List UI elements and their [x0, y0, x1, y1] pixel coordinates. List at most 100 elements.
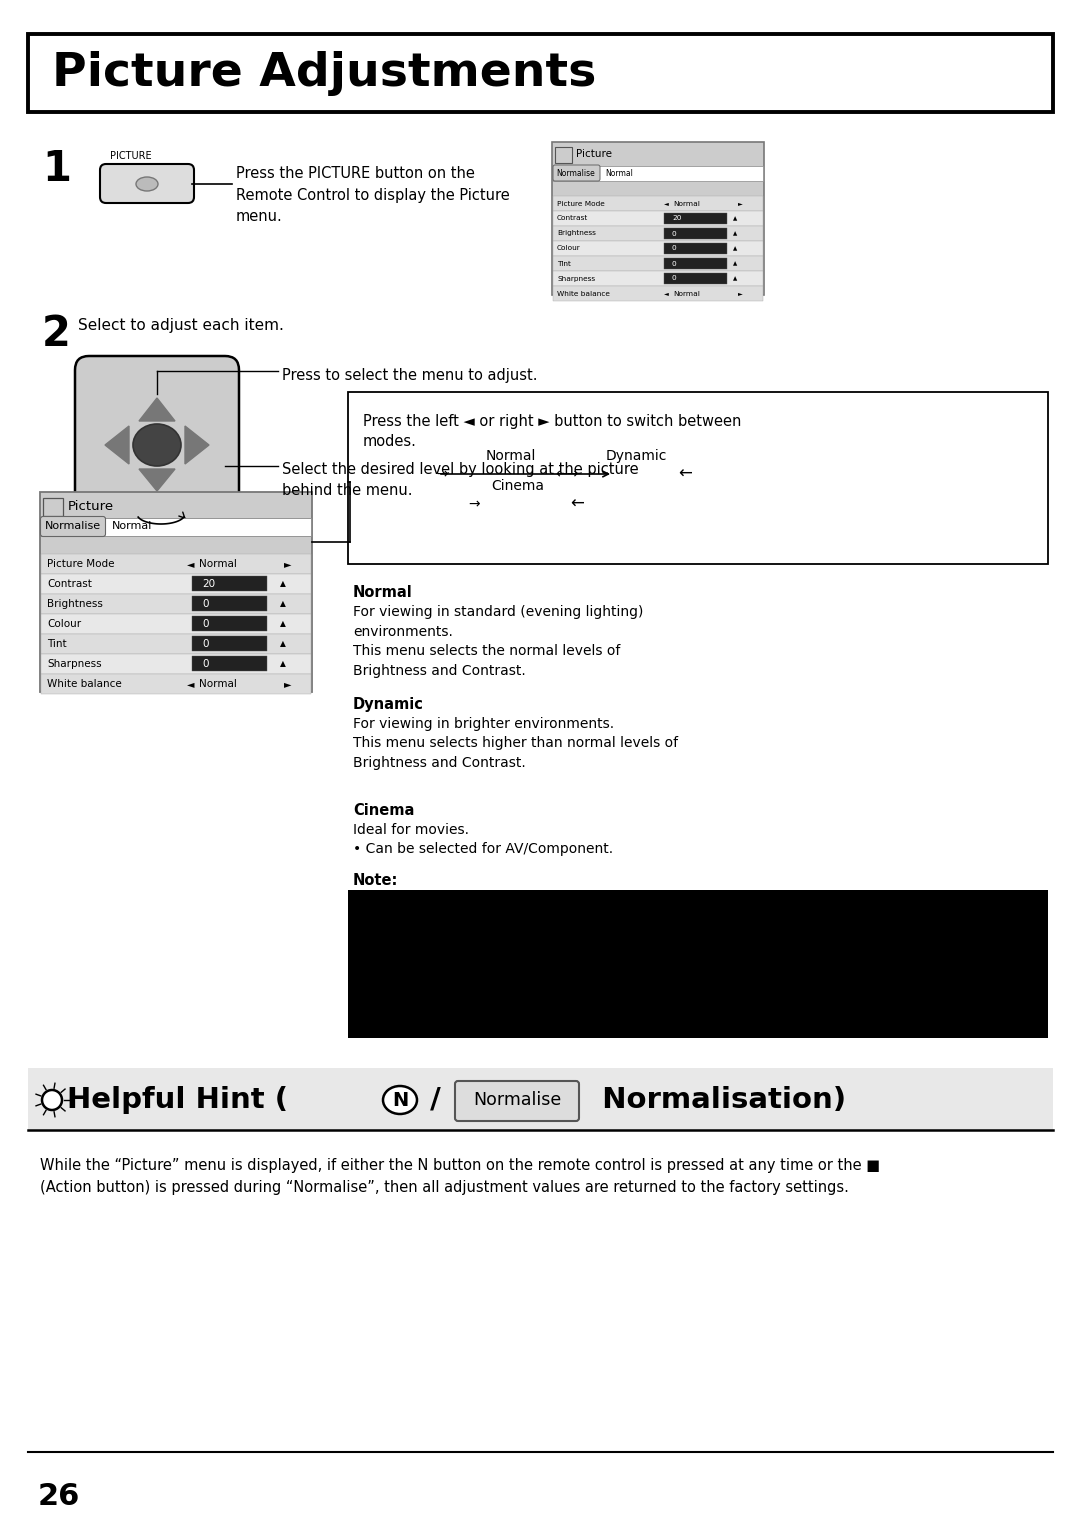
- Text: ►: ►: [738, 290, 743, 296]
- Text: ▲: ▲: [733, 246, 738, 251]
- Text: ◄: ◄: [664, 290, 669, 296]
- FancyBboxPatch shape: [28, 1068, 1053, 1131]
- FancyBboxPatch shape: [664, 228, 727, 238]
- Ellipse shape: [136, 177, 158, 191]
- FancyBboxPatch shape: [664, 274, 727, 284]
- Text: Dynamic: Dynamic: [353, 697, 423, 712]
- Text: 0: 0: [672, 260, 677, 266]
- Text: ▲: ▲: [280, 660, 286, 669]
- FancyBboxPatch shape: [553, 241, 762, 257]
- FancyBboxPatch shape: [41, 634, 311, 654]
- FancyBboxPatch shape: [553, 257, 762, 270]
- Text: ◄: ◄: [187, 559, 194, 568]
- Text: Normal: Normal: [673, 290, 700, 296]
- FancyBboxPatch shape: [553, 226, 762, 241]
- Text: ▲: ▲: [733, 215, 738, 222]
- Text: Normalise: Normalise: [556, 168, 595, 177]
- Text: Sharpness: Sharpness: [48, 659, 102, 669]
- Text: Dynamic: Dynamic: [606, 449, 667, 463]
- Text: 20: 20: [672, 215, 681, 222]
- Text: Brightness: Brightness: [48, 599, 103, 610]
- Text: Normal: Normal: [353, 585, 413, 601]
- Text: For viewing in brighter environments.
This menu selects higher than normal level: For viewing in brighter environments. Th…: [353, 717, 678, 770]
- Text: ►: ►: [738, 202, 743, 206]
- Polygon shape: [139, 469, 175, 490]
- Text: Press to select the menu to adjust.: Press to select the menu to adjust.: [282, 368, 538, 384]
- Text: 0: 0: [672, 231, 677, 237]
- FancyBboxPatch shape: [555, 147, 572, 163]
- FancyBboxPatch shape: [664, 243, 727, 254]
- Ellipse shape: [42, 1089, 62, 1109]
- FancyBboxPatch shape: [75, 356, 239, 532]
- Text: 26: 26: [38, 1482, 80, 1511]
- Text: Normal: Normal: [673, 200, 700, 206]
- Text: ←: ←: [678, 465, 692, 483]
- Text: Helpful Hint (: Helpful Hint (: [67, 1086, 288, 1114]
- Text: Colour: Colour: [557, 246, 581, 252]
- FancyBboxPatch shape: [552, 142, 764, 295]
- Text: ◄: ◄: [664, 202, 669, 206]
- Text: Note:: Note:: [353, 872, 399, 888]
- FancyBboxPatch shape: [43, 498, 63, 516]
- Text: Normalise: Normalise: [45, 521, 102, 532]
- Text: ▲: ▲: [733, 277, 738, 281]
- Text: 0: 0: [202, 599, 208, 610]
- FancyBboxPatch shape: [553, 211, 762, 226]
- FancyBboxPatch shape: [41, 575, 311, 594]
- FancyBboxPatch shape: [41, 516, 106, 536]
- Polygon shape: [185, 426, 210, 465]
- Text: Picture Mode: Picture Mode: [557, 200, 605, 206]
- Text: Normal: Normal: [199, 559, 237, 568]
- FancyBboxPatch shape: [41, 518, 311, 536]
- Text: ▲: ▲: [733, 261, 738, 266]
- Text: Contrast: Contrast: [48, 579, 92, 588]
- Text: modes.: modes.: [363, 434, 417, 449]
- FancyBboxPatch shape: [664, 258, 727, 269]
- Text: Tint: Tint: [557, 260, 571, 266]
- FancyBboxPatch shape: [28, 34, 1053, 112]
- Text: ◄: ◄: [187, 678, 194, 689]
- FancyBboxPatch shape: [40, 492, 312, 692]
- Text: ▲: ▲: [280, 599, 286, 608]
- FancyBboxPatch shape: [192, 616, 267, 631]
- FancyBboxPatch shape: [553, 196, 762, 211]
- FancyBboxPatch shape: [192, 636, 267, 651]
- Text: ▲: ▲: [733, 231, 738, 235]
- Text: ▲: ▲: [280, 640, 286, 648]
- FancyBboxPatch shape: [348, 393, 1048, 564]
- FancyBboxPatch shape: [41, 674, 311, 694]
- Text: PICTURE: PICTURE: [110, 151, 151, 160]
- Text: Picture Mode: Picture Mode: [48, 559, 114, 568]
- Text: ►: ►: [284, 678, 292, 689]
- Text: 2: 2: [42, 313, 71, 354]
- FancyBboxPatch shape: [41, 555, 311, 575]
- FancyBboxPatch shape: [553, 270, 762, 286]
- Text: ▲: ▲: [280, 619, 286, 628]
- Text: Normal: Normal: [112, 521, 152, 532]
- FancyBboxPatch shape: [553, 165, 600, 180]
- Text: White balance: White balance: [557, 290, 610, 296]
- Text: Normal: Normal: [486, 449, 537, 463]
- Polygon shape: [139, 397, 175, 422]
- Text: Select the desired level by looking at the picture
behind the menu.: Select the desired level by looking at t…: [282, 461, 638, 498]
- Text: /: /: [420, 1086, 441, 1114]
- Text: 0: 0: [202, 659, 208, 669]
- Ellipse shape: [133, 423, 181, 466]
- Text: Sharpness: Sharpness: [557, 275, 595, 281]
- FancyBboxPatch shape: [553, 286, 762, 301]
- FancyBboxPatch shape: [41, 654, 311, 674]
- Text: If you would like to change the picture and colour of
the selected Picture menu : If you would like to change the picture …: [353, 892, 719, 946]
- Ellipse shape: [383, 1086, 417, 1114]
- Text: 0: 0: [202, 639, 208, 649]
- Text: N: N: [392, 1091, 408, 1109]
- Text: Select to adjust each item.: Select to adjust each item.: [78, 318, 284, 333]
- Text: Contrast: Contrast: [557, 215, 589, 222]
- FancyBboxPatch shape: [192, 576, 267, 591]
- Text: ▲: ▲: [280, 579, 286, 588]
- Text: ←→: ←→: [555, 468, 578, 481]
- Text: Brightness: Brightness: [557, 231, 596, 237]
- Text: Picture Adjustments: Picture Adjustments: [52, 52, 596, 96]
- FancyBboxPatch shape: [41, 614, 311, 634]
- Text: 0: 0: [672, 246, 677, 252]
- Text: Tint: Tint: [48, 639, 67, 649]
